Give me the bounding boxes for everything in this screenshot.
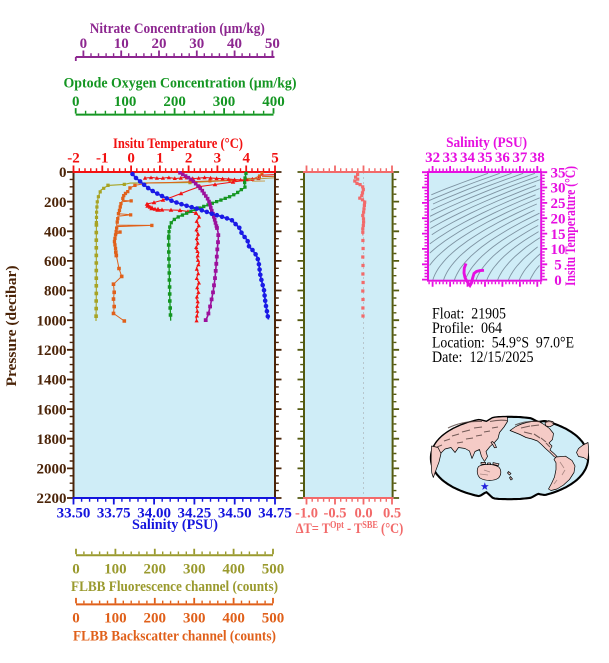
svg-text:0: 0 xyxy=(127,151,135,167)
svg-text:1200: 1200 xyxy=(37,343,67,359)
svg-text:300: 300 xyxy=(213,94,236,110)
svg-text:3: 3 xyxy=(214,151,222,167)
svg-text:34.00: 34.00 xyxy=(137,506,171,522)
svg-text:5: 5 xyxy=(271,151,279,167)
svg-text:20: 20 xyxy=(551,211,566,227)
svg-text:1400: 1400 xyxy=(37,373,67,389)
svg-text:Location: 54.9°S 97.0°E: Location: 54.9°S 97.0°E xyxy=(432,335,574,352)
svg-text:35: 35 xyxy=(551,165,566,181)
svg-text:FLBB Fluorescence channel (cou: FLBB Fluorescence channel (counts) xyxy=(71,579,278,595)
svg-text:34: 34 xyxy=(460,150,476,166)
svg-text:1600: 1600 xyxy=(37,402,67,418)
svg-text:Pressure (decibar): Pressure (decibar) xyxy=(4,266,20,387)
svg-text:200: 200 xyxy=(163,94,186,110)
svg-text:10: 10 xyxy=(114,36,129,52)
svg-text:Nitrate Concentration (µm/kg): Nitrate Concentration (µm/kg) xyxy=(90,21,265,37)
svg-text:500: 500 xyxy=(262,611,285,627)
svg-text:400: 400 xyxy=(262,94,285,110)
svg-text:33.50: 33.50 xyxy=(57,506,91,522)
svg-text:1: 1 xyxy=(156,151,164,167)
svg-text:10: 10 xyxy=(551,242,566,258)
svg-text:40: 40 xyxy=(227,36,242,52)
svg-text:34.75: 34.75 xyxy=(258,506,292,522)
svg-text:-0.5: -0.5 xyxy=(324,506,347,522)
svg-text:2200: 2200 xyxy=(37,491,67,507)
svg-text:-1: -1 xyxy=(96,151,109,167)
svg-text:0: 0 xyxy=(59,165,67,181)
svg-text:37: 37 xyxy=(512,150,528,166)
svg-text:0: 0 xyxy=(554,273,562,289)
svg-text:400: 400 xyxy=(222,611,245,627)
svg-text:200: 200 xyxy=(144,611,167,627)
svg-text:30: 30 xyxy=(189,36,204,52)
svg-text:Date: 12/15/2025: Date: 12/15/2025 xyxy=(432,349,534,366)
svg-text:0.0: 0.0 xyxy=(354,506,372,522)
svg-text:36: 36 xyxy=(495,150,511,166)
svg-text:100: 100 xyxy=(114,94,137,110)
svg-text:33: 33 xyxy=(443,150,458,166)
svg-text:5: 5 xyxy=(554,257,562,273)
svg-text:20: 20 xyxy=(151,36,166,52)
svg-text:15: 15 xyxy=(551,227,566,243)
svg-text:Float: 21905: Float: 21905 xyxy=(432,306,506,323)
svg-text:30: 30 xyxy=(551,181,566,197)
svg-text:Optode Oxygen Concentration (µ: Optode Oxygen Concentration (µm/kg) xyxy=(64,76,297,92)
svg-text:FLBB Backscatter channel (coun: FLBB Backscatter channel (counts) xyxy=(73,629,276,645)
svg-text:1000: 1000 xyxy=(37,313,67,329)
svg-text:200: 200 xyxy=(44,195,67,211)
svg-text:500: 500 xyxy=(262,562,285,578)
svg-text:0.5: 0.5 xyxy=(383,506,401,522)
svg-text:100: 100 xyxy=(104,611,127,627)
svg-text:ΔT= TOpt - TSBE (°C): ΔT= TOpt - TSBE (°C) xyxy=(296,519,404,537)
svg-text:-1.0: -1.0 xyxy=(295,506,318,522)
svg-text:1800: 1800 xyxy=(37,432,67,448)
svg-text:35: 35 xyxy=(477,150,492,166)
svg-text:0: 0 xyxy=(72,94,80,110)
svg-text:-2: -2 xyxy=(67,151,80,167)
svg-text:2000: 2000 xyxy=(37,462,67,478)
svg-text:100: 100 xyxy=(104,562,127,578)
svg-text:33.75: 33.75 xyxy=(97,506,131,522)
svg-text:400: 400 xyxy=(44,224,67,240)
svg-text:Salinity (PSU): Salinity (PSU) xyxy=(446,135,527,151)
svg-text:38: 38 xyxy=(530,150,545,166)
svg-text:32: 32 xyxy=(425,150,440,166)
svg-text:34.25: 34.25 xyxy=(178,506,212,522)
svg-text:0: 0 xyxy=(72,611,80,627)
svg-text:Insitu Temperature (°C): Insitu Temperature (°C) xyxy=(113,136,243,152)
svg-text:0: 0 xyxy=(80,36,88,52)
svg-text:800: 800 xyxy=(44,284,67,300)
svg-text:4: 4 xyxy=(242,151,250,167)
svg-text:300: 300 xyxy=(183,611,206,627)
svg-text:25: 25 xyxy=(551,196,566,212)
svg-text:400: 400 xyxy=(222,562,245,578)
svg-text:Profile: 064: Profile: 064 xyxy=(432,320,502,337)
svg-text:34.50: 34.50 xyxy=(218,506,252,522)
svg-text:200: 200 xyxy=(144,562,167,578)
svg-text:Insitu Temperature (°C): Insitu Temperature (°C) xyxy=(563,166,579,286)
svg-text:2: 2 xyxy=(185,151,193,167)
svg-text:50: 50 xyxy=(265,36,280,52)
svg-text:Salinity (PSU): Salinity (PSU) xyxy=(132,517,218,533)
svg-text:600: 600 xyxy=(44,254,67,270)
svg-text:0: 0 xyxy=(72,562,80,578)
svg-text:300: 300 xyxy=(183,562,206,578)
